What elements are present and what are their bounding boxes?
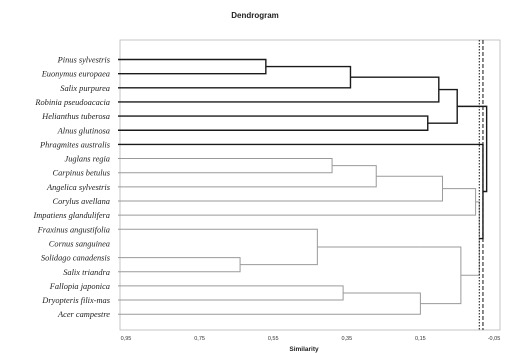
merge-link bbox=[118, 58, 267, 75]
leaf-label: Robinia pseudoacacia bbox=[34, 98, 110, 107]
x-tick-label: 0,15 bbox=[415, 336, 426, 342]
branch-line bbox=[118, 292, 421, 315]
leaf-label: Pinus sylvestris bbox=[57, 56, 110, 65]
leaf-label: Phragmites australis bbox=[39, 140, 110, 149]
leaf-label: Fallopia japonica bbox=[49, 282, 110, 291]
x-axis-label: Similarity bbox=[289, 346, 319, 353]
x-axis-ticks: 0,95 0,75 0,55 0,35 0,15 -0,05 bbox=[121, 336, 501, 342]
leaf-label: Carpinus betulus bbox=[53, 169, 110, 178]
merge-link bbox=[420, 246, 462, 305]
merge-link bbox=[118, 257, 241, 273]
chart-title: Dendrogram bbox=[231, 11, 279, 20]
branch-line bbox=[118, 158, 333, 174]
merge-link bbox=[118, 65, 352, 89]
leaf-label: Salix purpurea bbox=[60, 84, 110, 93]
leaf-label: Dryopteris filix-mas bbox=[41, 296, 110, 305]
merge-link bbox=[118, 188, 477, 216]
plot-frame bbox=[119, 39, 501, 331]
x-tick-label: 0,35 bbox=[341, 336, 352, 342]
leaf-label: Impatiens glandulifera bbox=[32, 211, 110, 220]
merge-link bbox=[118, 158, 333, 174]
merge-link bbox=[118, 76, 440, 103]
branch-line bbox=[457, 105, 488, 193]
leaf-label: Acer campestre bbox=[57, 310, 110, 319]
branch-line bbox=[118, 175, 443, 202]
x-tick-label: 0,95 bbox=[121, 336, 132, 342]
x-tick-label: 0,75 bbox=[194, 336, 205, 342]
branch-line bbox=[460, 201, 480, 276]
branch-line bbox=[118, 58, 267, 75]
leaf-label: Cornus sanguinea bbox=[49, 239, 110, 248]
leaf-label: Juglans regia bbox=[64, 155, 110, 164]
merge-link bbox=[460, 201, 480, 276]
leaf-label: Solidago canadensis bbox=[41, 254, 110, 263]
branch-line bbox=[118, 188, 477, 216]
dendrogram-tree bbox=[118, 58, 488, 315]
branch-line bbox=[118, 165, 377, 188]
leaf-label: Salix triandra bbox=[63, 268, 110, 277]
x-tick-label: -0,05 bbox=[488, 336, 501, 342]
leaf-label: Fraxinus angustifolia bbox=[37, 225, 110, 234]
leaf-label: Corylus avellana bbox=[53, 197, 110, 206]
leaf-labels: Pinus sylvestris Euonymus europaea Salix p… bbox=[32, 56, 110, 320]
branch-line bbox=[118, 65, 352, 89]
branch-line bbox=[427, 88, 458, 124]
merge-link bbox=[457, 105, 488, 193]
cut-lines bbox=[478, 40, 484, 330]
branch-line bbox=[118, 115, 429, 131]
branch-line bbox=[118, 76, 440, 103]
leaf-label: Euonymus europaea bbox=[41, 70, 110, 79]
merge-link bbox=[118, 285, 344, 301]
branch-line bbox=[118, 285, 344, 301]
merge-link bbox=[118, 165, 377, 188]
merge-link bbox=[118, 292, 421, 315]
merge-link bbox=[427, 88, 458, 124]
merge-link bbox=[118, 228, 318, 266]
branch-line bbox=[118, 257, 241, 273]
merge-link bbox=[118, 115, 429, 131]
merge-link bbox=[118, 175, 443, 202]
leaf-label: Angelica sylvestris bbox=[46, 183, 110, 192]
leaf-label: Helianthus tuberosa bbox=[41, 112, 110, 121]
branch-line bbox=[420, 246, 462, 305]
x-tick-label: 0,55 bbox=[268, 336, 279, 342]
branch-line bbox=[118, 228, 318, 266]
leaf-label: Alnus glutinosa bbox=[57, 126, 110, 135]
